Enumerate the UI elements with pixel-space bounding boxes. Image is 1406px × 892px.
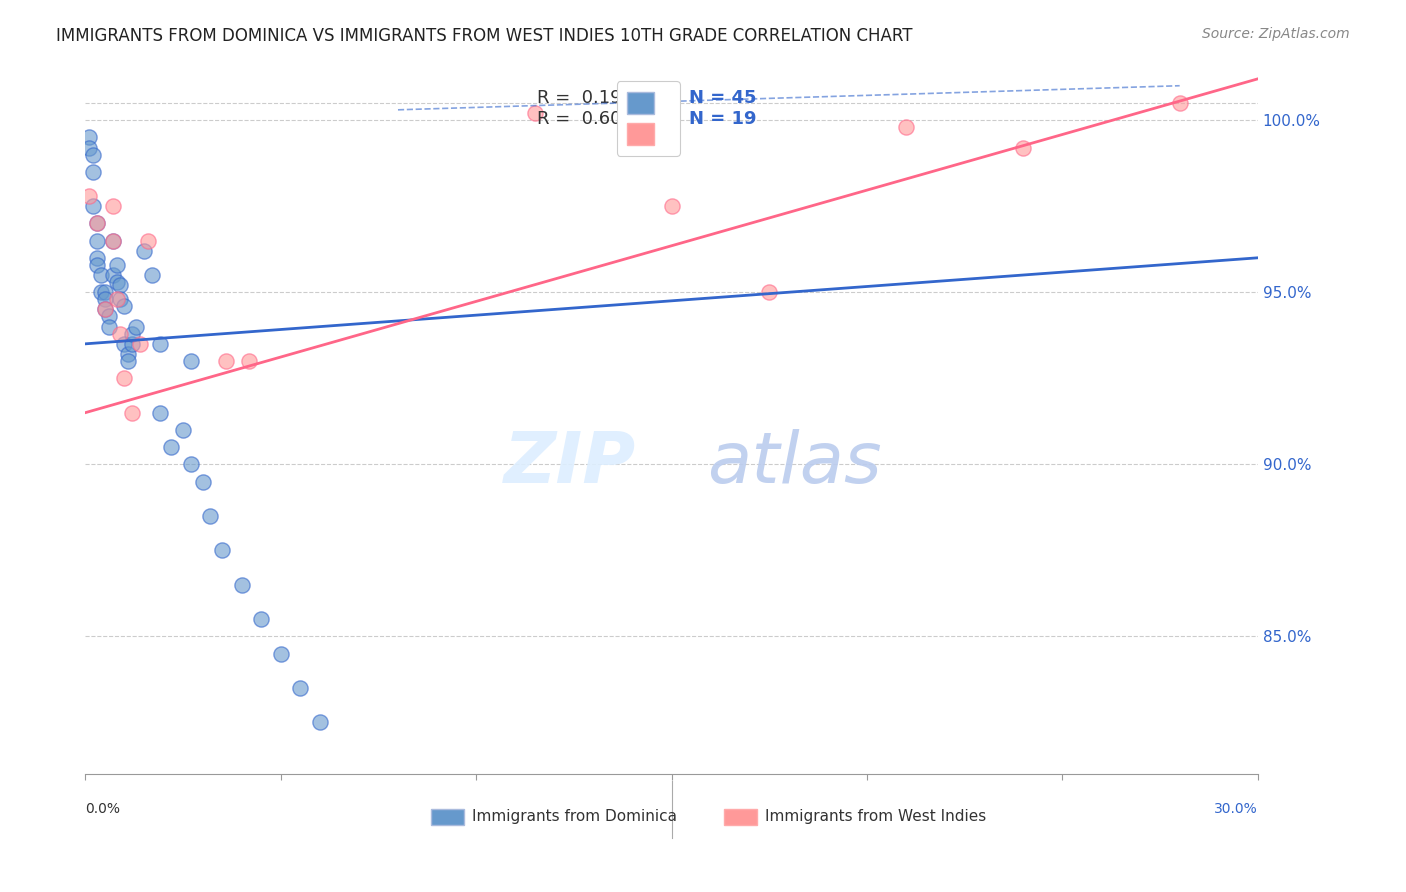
Point	[101, 234, 124, 248]
Point	[82, 147, 104, 161]
Text: atlas: atlas	[707, 429, 882, 498]
Point	[94, 302, 117, 317]
Point	[97, 310, 120, 324]
Point	[172, 423, 194, 437]
Point	[86, 234, 108, 248]
Point	[160, 440, 183, 454]
Point	[77, 130, 100, 145]
Point	[132, 244, 155, 258]
Point	[82, 165, 104, 179]
Point	[94, 292, 117, 306]
Point	[86, 216, 108, 230]
Point	[105, 292, 128, 306]
Point	[661, 199, 683, 213]
Point	[523, 106, 546, 120]
Text: ZIP: ZIP	[505, 429, 637, 498]
Point	[101, 199, 124, 213]
Point	[1012, 141, 1035, 155]
Point	[125, 319, 148, 334]
Point	[215, 354, 238, 368]
FancyBboxPatch shape	[724, 809, 758, 825]
Point	[94, 285, 117, 300]
Point	[105, 275, 128, 289]
Text: 30.0%: 30.0%	[1215, 802, 1258, 816]
Point	[82, 199, 104, 213]
Point	[191, 475, 214, 489]
Point	[117, 354, 139, 368]
Text: IMMIGRANTS FROM DOMINICA VS IMMIGRANTS FROM WEST INDIES 10TH GRADE CORRELATION C: IMMIGRANTS FROM DOMINICA VS IMMIGRANTS F…	[56, 27, 912, 45]
Point	[90, 285, 112, 300]
FancyBboxPatch shape	[432, 809, 464, 825]
Point	[148, 336, 170, 351]
Point	[211, 543, 233, 558]
Point	[112, 371, 135, 385]
Point	[136, 234, 159, 248]
Text: R =  0.199: R = 0.199	[537, 89, 633, 107]
Point	[101, 268, 124, 282]
Point	[148, 406, 170, 420]
Point	[238, 354, 260, 368]
Point	[129, 336, 152, 351]
Text: 0.0%: 0.0%	[86, 802, 121, 816]
Point	[758, 285, 780, 300]
Point	[308, 715, 330, 730]
Text: R =  0.602: R = 0.602	[537, 111, 633, 128]
Point	[290, 681, 312, 695]
Point	[110, 326, 132, 341]
Text: Immigrants from West Indies: Immigrants from West Indies	[765, 809, 987, 824]
Text: Source: ZipAtlas.com: Source: ZipAtlas.com	[1202, 27, 1350, 41]
Point	[121, 326, 143, 341]
Point	[86, 216, 108, 230]
Point	[270, 647, 292, 661]
Point	[112, 299, 135, 313]
Point	[121, 336, 143, 351]
Point	[110, 278, 132, 293]
Point	[86, 258, 108, 272]
Point	[94, 302, 117, 317]
Text: Immigrants from Dominica: Immigrants from Dominica	[472, 809, 678, 824]
Point	[90, 268, 112, 282]
Point	[77, 141, 100, 155]
Point	[200, 508, 222, 523]
Point	[894, 120, 917, 134]
Text: N = 19: N = 19	[689, 111, 756, 128]
Point	[101, 234, 124, 248]
Point	[121, 406, 143, 420]
Text: N = 45: N = 45	[689, 89, 756, 107]
Point	[77, 189, 100, 203]
Legend: , : ,	[616, 81, 679, 156]
Point	[86, 251, 108, 265]
Point	[97, 319, 120, 334]
Point	[112, 336, 135, 351]
Point	[180, 458, 202, 472]
Point	[1168, 95, 1191, 110]
Point	[105, 258, 128, 272]
Point	[180, 354, 202, 368]
Point	[141, 268, 163, 282]
Point	[117, 347, 139, 361]
Point	[110, 292, 132, 306]
Point	[231, 578, 253, 592]
Point	[250, 612, 273, 626]
